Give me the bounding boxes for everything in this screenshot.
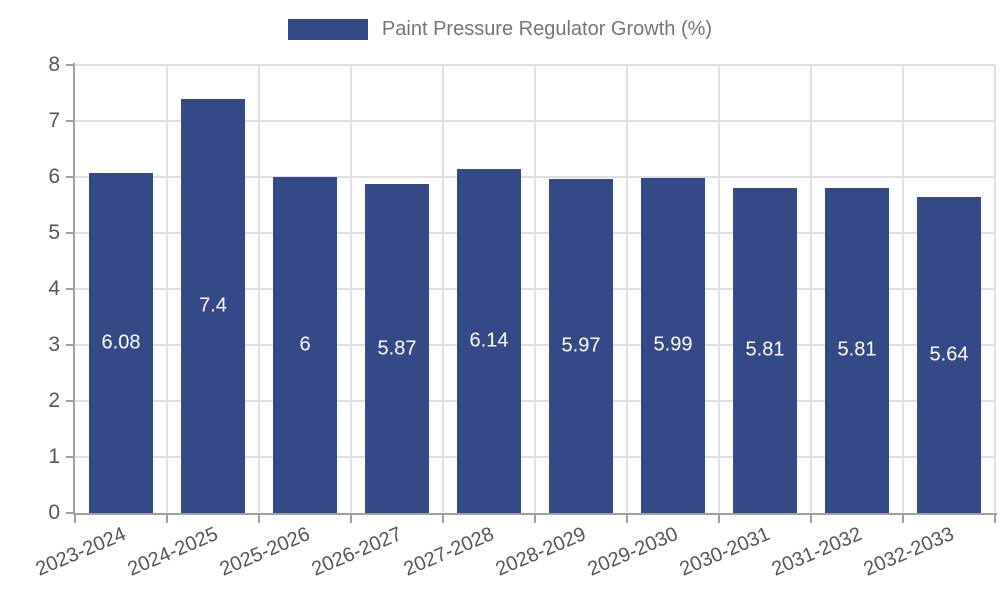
bar <box>917 197 981 513</box>
bar-value-label: 5.81 <box>837 338 877 361</box>
gridline-vertical <box>902 65 904 513</box>
bar-value-label: 6.08 <box>101 331 141 354</box>
x-tick-label: 2024-2025 <box>124 523 222 581</box>
y-tick-label: 8 <box>48 53 60 76</box>
x-tick-mark <box>534 515 536 523</box>
y-tick-mark <box>66 120 73 122</box>
gridline-vertical <box>626 65 628 513</box>
gridline-vertical <box>258 65 260 513</box>
y-tick-mark <box>66 64 73 66</box>
legend-swatch <box>287 19 368 40</box>
gridline-vertical <box>810 65 812 513</box>
x-tick-label: 2023-2024 <box>32 523 130 581</box>
y-tick-mark <box>66 232 73 234</box>
x-tick-mark <box>350 515 352 523</box>
bar <box>825 187 889 513</box>
x-tick-label: 2027-2028 <box>400 523 498 581</box>
bar-value-label: 5.97 <box>561 334 601 357</box>
y-tick-label: 0 <box>48 501 60 524</box>
y-tick-mark <box>66 344 73 346</box>
x-tick-label: 2030-2031 <box>676 523 774 581</box>
y-tick-mark <box>66 456 73 458</box>
legend: Paint Pressure Regulator Growth (%) <box>0 18 1000 41</box>
gridline-vertical <box>442 65 444 513</box>
x-tick-mark <box>258 515 260 523</box>
bar <box>641 177 705 513</box>
bar-value-label: 5.99 <box>653 333 693 356</box>
x-tick-label: 2025-2026 <box>216 523 314 581</box>
gridline-vertical <box>534 65 536 513</box>
y-axis-line <box>73 63 75 515</box>
y-tick-label: 1 <box>48 445 60 468</box>
bar-value-label: 7.4 <box>199 294 227 317</box>
y-tick-mark <box>66 288 73 290</box>
x-tick-mark <box>166 515 168 523</box>
x-tick-label: 2031-2032 <box>768 523 866 581</box>
y-tick-mark <box>66 400 73 402</box>
legend-label: Paint Pressure Regulator Growth (%) <box>381 18 713 40</box>
bar <box>89 172 153 513</box>
gridline-vertical <box>994 65 996 513</box>
x-tick-label: 2028-2029 <box>492 523 590 581</box>
x-tick-mark <box>718 515 720 523</box>
bar <box>181 98 245 513</box>
bar-value-label: 5.87 <box>377 337 417 360</box>
y-tick-label: 5 <box>48 221 60 244</box>
y-tick-mark <box>66 512 73 514</box>
x-tick-label: 2032-2033 <box>860 523 958 581</box>
bar-value-label: 5.81 <box>745 338 785 361</box>
y-tick-label: 4 <box>48 277 60 300</box>
y-tick-label: 6 <box>48 165 60 188</box>
bar <box>733 187 797 513</box>
x-tick-mark <box>74 515 76 523</box>
bar <box>549 178 613 513</box>
gridline-vertical <box>350 65 352 513</box>
x-tick-label: 2026-2027 <box>308 523 406 581</box>
x-tick-mark <box>442 515 444 523</box>
x-tick-label: 2029-2030 <box>584 523 682 581</box>
y-tick-label: 2 <box>48 389 60 412</box>
gridline-vertical <box>166 65 168 513</box>
bar <box>457 169 521 513</box>
y-tick-mark <box>66 176 73 178</box>
x-tick-mark <box>810 515 812 523</box>
x-tick-mark <box>994 515 996 523</box>
x-tick-mark <box>626 515 628 523</box>
bar-value-label: 5.64 <box>929 343 969 366</box>
y-tick-label: 3 <box>48 333 60 356</box>
bar-value-label: 6.14 <box>469 329 509 352</box>
gridline-vertical <box>718 65 720 513</box>
bar <box>273 177 337 513</box>
y-tick-label: 7 <box>48 109 60 132</box>
bar-value-label: 6 <box>299 333 311 356</box>
bar <box>365 184 429 513</box>
x-axis-line <box>73 513 997 515</box>
x-tick-mark <box>902 515 904 523</box>
